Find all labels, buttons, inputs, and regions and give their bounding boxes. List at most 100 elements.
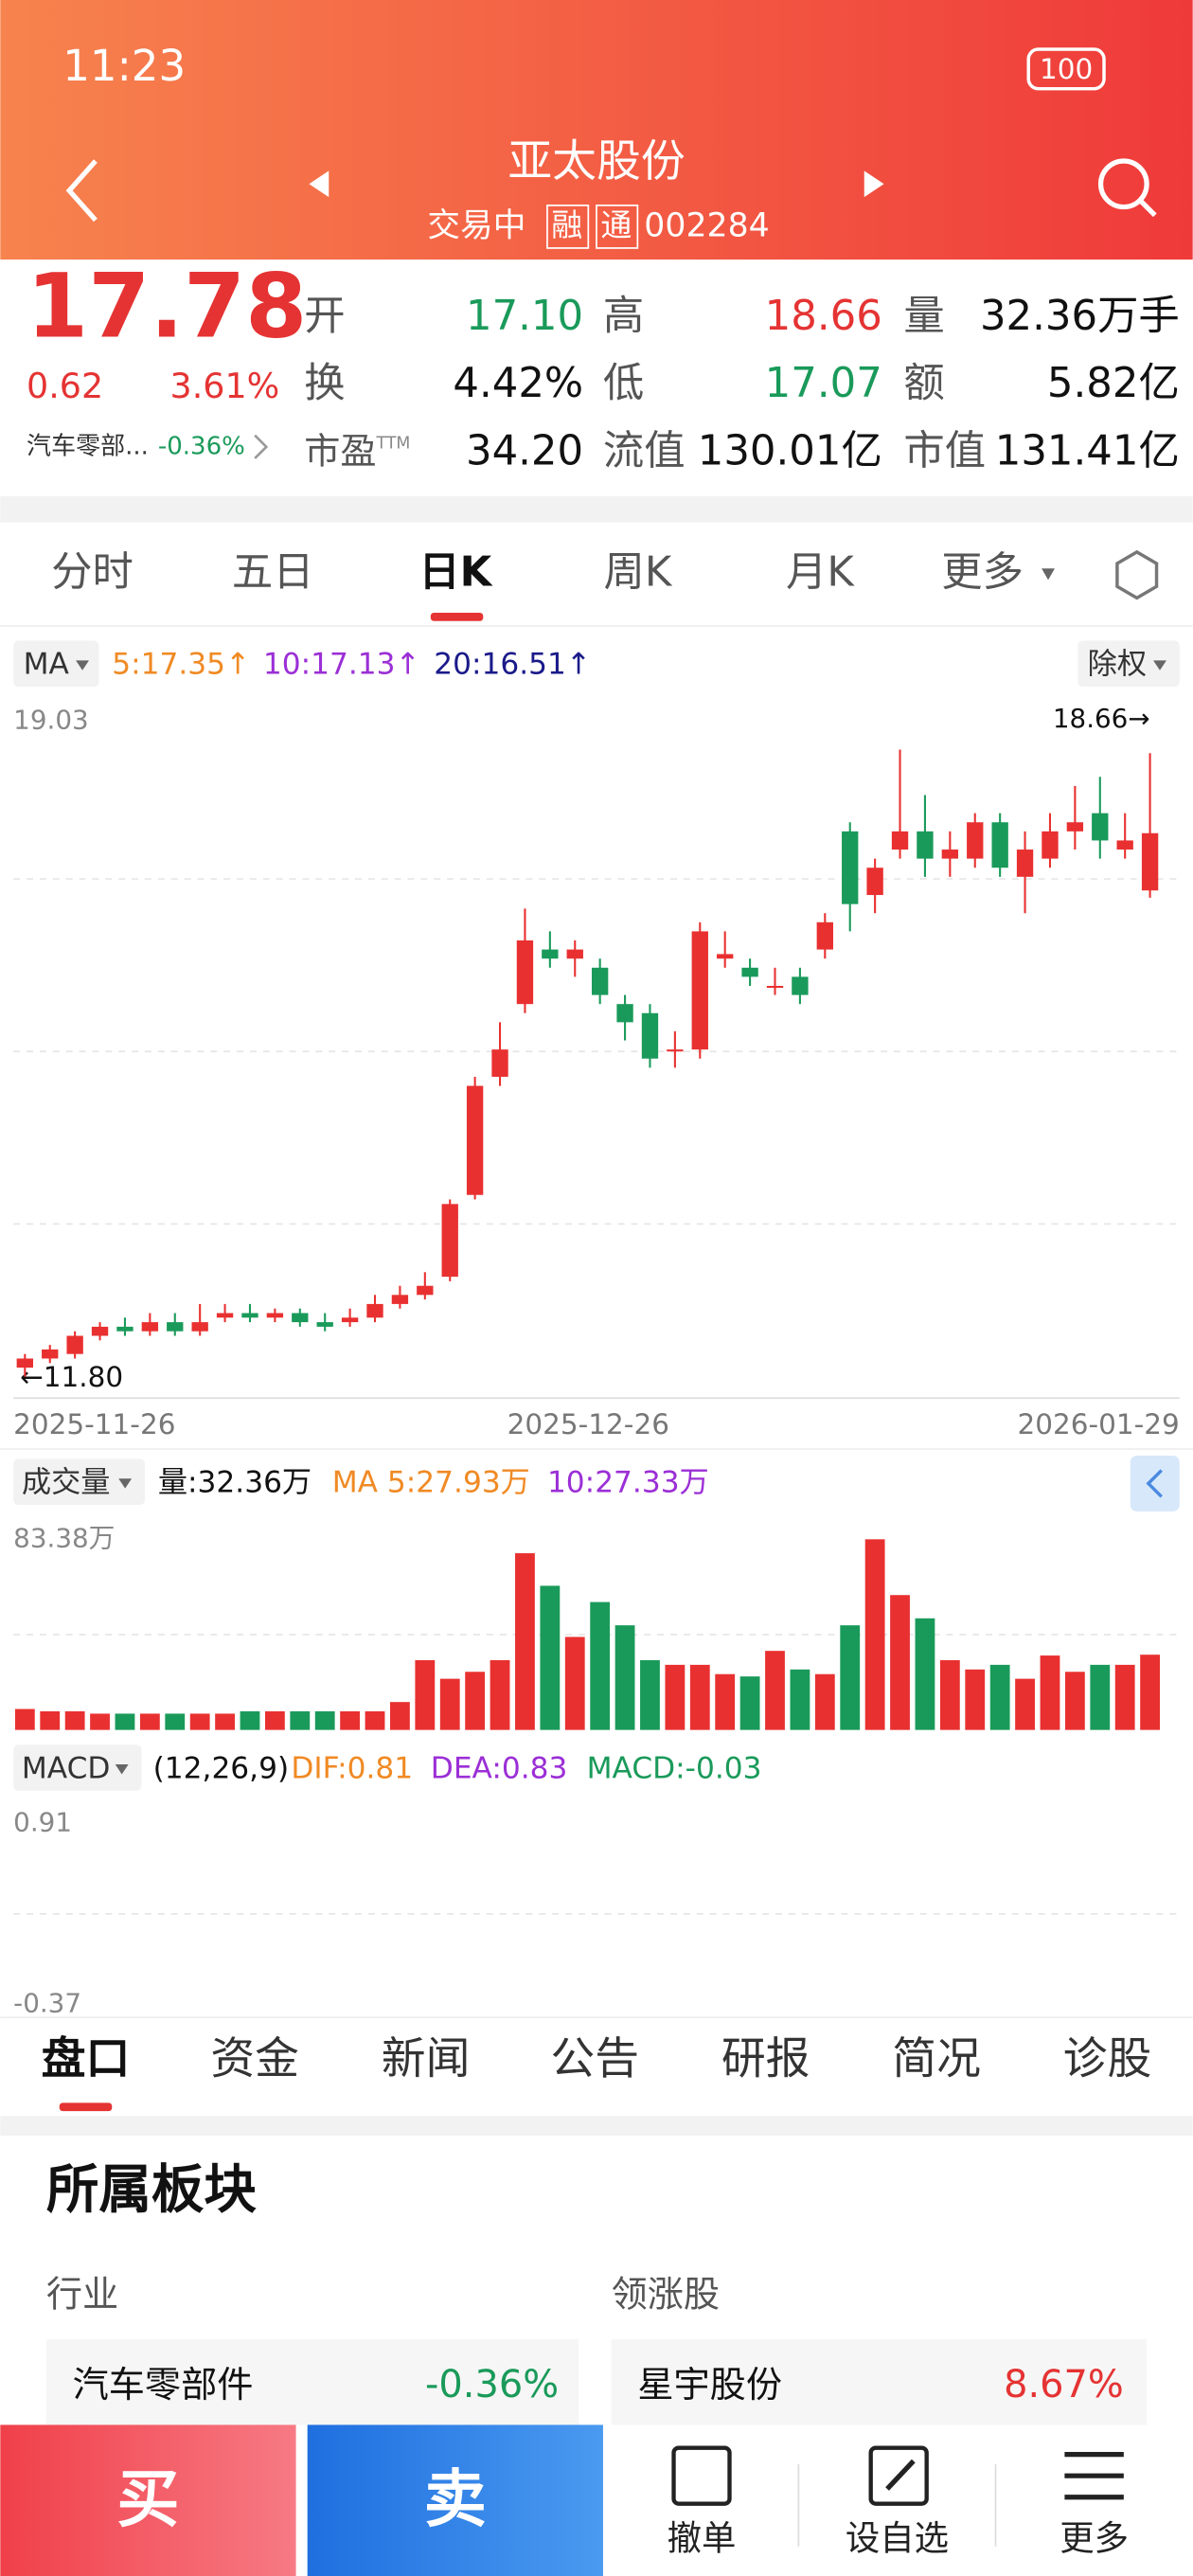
candle-body — [441, 1204, 458, 1278]
prev-stock[interactable] — [309, 170, 329, 198]
field-value: 17.10 — [466, 293, 583, 340]
info-tab[interactable]: 研报 — [721, 2034, 810, 2085]
indicator-selector[interactable] — [13, 1744, 142, 1791]
macd-dif: DIF:0.81 — [291, 1751, 413, 1785]
candle-body — [891, 831, 909, 850]
date-label: 2026-01-29 — [1018, 1408, 1180, 1440]
sector-pct: -0.36% — [158, 432, 245, 460]
adjust-selector[interactable] — [1077, 640, 1180, 688]
candle-body — [1016, 850, 1034, 877]
volume-bar — [564, 1637, 585, 1730]
macd-dea: DEA:0.83 — [431, 1751, 568, 1785]
volume-bar — [1114, 1664, 1135, 1730]
volume-bar — [415, 1659, 436, 1730]
candle-body — [491, 1049, 508, 1077]
search-button[interactable] — [1097, 158, 1149, 210]
volume-bar — [939, 1659, 960, 1730]
volume-bar — [215, 1713, 235, 1730]
field-value: 130.01亿 — [698, 427, 882, 474]
volume-bar — [340, 1710, 361, 1730]
industry-label: 行业 — [46, 2274, 118, 2316]
sell-button[interactable] — [307, 2424, 603, 2576]
ma20: 20:16.51↑ — [434, 648, 591, 682]
candle-body — [1042, 831, 1059, 859]
candle-body — [191, 1322, 208, 1332]
candle-body — [667, 1049, 684, 1052]
price: 17.78 — [27, 255, 307, 358]
field-sup: TTM — [376, 434, 411, 453]
volume-bar — [739, 1676, 760, 1730]
period-tab[interactable]: 周K — [603, 549, 672, 597]
battery — [1026, 47, 1106, 91]
stock-name: 亚太股份 — [507, 136, 685, 188]
volume-bar — [290, 1710, 311, 1730]
candle-body — [866, 868, 883, 896]
tag-box — [546, 204, 590, 249]
leader-card[interactable] — [611, 2339, 1148, 2432]
info-tab[interactable]: 诊股 — [1063, 2034, 1152, 2085]
volume-bar — [1040, 1655, 1060, 1730]
volume-bar — [640, 1659, 660, 1730]
candle-body — [167, 1322, 184, 1332]
candle-body — [641, 1012, 659, 1059]
field-label: 换 — [304, 360, 345, 407]
candle-body — [917, 831, 934, 859]
industry-card[interactable] — [45, 2339, 579, 2432]
dropdown-arrow — [118, 1478, 133, 1489]
buy-button[interactable] — [0, 2424, 296, 2576]
volume-ma5: MA 5:27.93万 — [332, 1465, 530, 1499]
info-tab[interactable]: 新闻 — [382, 2034, 471, 2085]
field-value: 17.07 — [765, 360, 882, 407]
more-icon[interactable] — [1064, 2452, 1124, 2500]
dropdown-arrow — [1153, 660, 1166, 671]
field-value: 5.82亿 — [1047, 360, 1180, 407]
field-label: 量 — [903, 293, 944, 340]
high-marker: 18.66→ — [1053, 703, 1150, 734]
info-tab[interactable]: 公告 — [550, 2034, 639, 2085]
back-button[interactable] — [65, 159, 98, 223]
volume-bar — [1140, 1655, 1160, 1730]
indicator-selector[interactable] — [13, 1458, 145, 1505]
separator — [0, 2116, 1193, 2137]
settings-button[interactable] — [1115, 549, 1159, 600]
period-tab[interactable]: 五日 — [232, 549, 314, 597]
industry-name: 汽车零部件 — [73, 2364, 254, 2406]
period-tab[interactable]: 分时 — [51, 549, 134, 597]
volume-bar — [439, 1678, 460, 1730]
change-pct: 3.61% — [170, 366, 280, 406]
volume-bar — [965, 1669, 986, 1730]
period-tab[interactable]: 月K — [786, 549, 855, 597]
cancel-icon[interactable] — [671, 2445, 732, 2506]
low-marker: ←11.80 — [20, 1361, 123, 1393]
volume-bar — [490, 1659, 510, 1730]
field-value: 4.42% — [453, 360, 583, 407]
field-label: 额 — [903, 360, 944, 407]
period-tab[interactable]: 日K — [418, 549, 492, 597]
info-tab[interactable]: 简况 — [892, 2034, 981, 2085]
separator — [0, 495, 1193, 523]
candle-body — [616, 1004, 633, 1023]
dropdown-arrow — [1042, 568, 1055, 581]
field-value: 34.20 — [466, 427, 583, 474]
collapse-button[interactable] — [1130, 1455, 1180, 1512]
volume-bar — [115, 1713, 135, 1730]
period-tab[interactable]: 更多 — [941, 549, 1024, 597]
battery-level: 100 — [1040, 53, 1093, 85]
volume-bar — [264, 1710, 285, 1730]
candle-body — [1066, 822, 1084, 832]
candle-body — [1116, 840, 1133, 850]
volume-bar — [14, 1708, 35, 1730]
volume-bar — [790, 1669, 810, 1730]
info-tab[interactable]: 资金 — [210, 2034, 299, 2085]
pencil — [885, 2459, 916, 2491]
volume-bar — [390, 1702, 410, 1730]
info-tab[interactable]: 盘口 — [42, 2034, 131, 2085]
next-stock[interactable] — [864, 170, 884, 198]
tab-underline — [59, 2102, 113, 2112]
macd-params: (12,26,9) — [153, 1751, 290, 1785]
section-title: 所属板块 — [46, 2159, 258, 2221]
watch-icon[interactable] — [868, 2445, 929, 2506]
sector-arrow[interactable] — [254, 434, 269, 459]
ma-selector[interactable] — [13, 640, 99, 688]
